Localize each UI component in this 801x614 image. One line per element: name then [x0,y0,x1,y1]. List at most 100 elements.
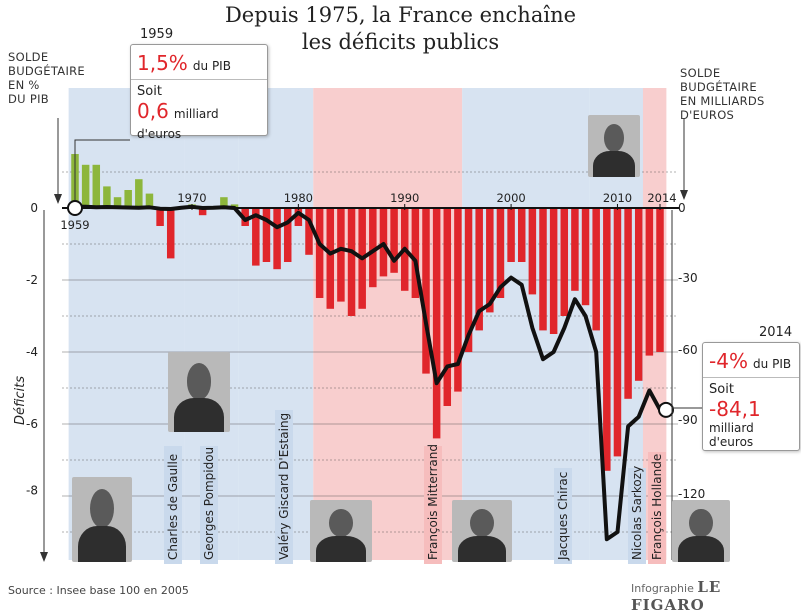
bar-1995 [454,208,462,392]
callout-2014-year: 2014 [759,325,793,340]
bar-1980 [294,208,303,226]
president-name: Nicolas Sarkozy [630,465,644,560]
bar-1983 [326,208,335,309]
bar-2004 [549,208,558,334]
bar-1973 [220,197,228,208]
start-marker [67,200,83,216]
pct-bars [71,154,664,471]
sarkozy-photo [588,115,640,177]
y-left-tick: 0 [30,201,38,215]
callout-1959-leader [74,139,130,200]
y-left-tick: -6 [26,417,38,431]
credit: Infographie LE FIGARO [631,578,801,614]
x-tick-1970: 1970 [177,191,206,205]
y-right-tick: -30 [678,271,698,285]
bar-1966 [145,193,154,208]
bar-2012 [634,208,643,381]
bar-2011 [624,208,632,399]
callout-2014-amount-unit: milliard d'euros [709,421,754,449]
bar-2010 [613,208,622,457]
bar-1961 [92,164,101,208]
bar-1971 [198,208,207,216]
president-name: Georges Pompidou [202,446,216,560]
callout-1959-amount: 0,6 [137,99,169,123]
x-tick-1990: 1990 [390,191,419,205]
bar-2013 [645,208,654,356]
president-label-1: Georges Pompidou [200,446,218,564]
bar-2007 [581,208,590,306]
president-label-6: François Hollande [648,452,666,564]
bar-1998 [486,208,494,313]
bar-1991 [411,208,420,298]
y-right-tick: -120 [678,487,705,501]
president-name: François Hollande [650,453,664,560]
callout-2014-soit: Soit [709,382,734,397]
y-left-tick: -8 [26,484,38,498]
end-marker [658,401,674,418]
billions-line [74,204,662,542]
callout-1959: 1,5% du PIB Soit 0,6 milliard d'euros [130,44,268,141]
bar-2014 [656,208,664,352]
callout-1959-soit: Soit [137,84,162,99]
president-name: Valéry Giscard D'Estaing [277,412,291,560]
bar-1982 [315,208,324,298]
callout-2014-pct: -4% [709,349,748,373]
bar-1997 [475,208,483,331]
president-bands [68,88,667,560]
chart-title: Depuis 1975, la France enchaîne les défi… [0,2,801,56]
callout-1959-amount-unit: milliard d'euros [137,107,219,141]
bar-1994 [443,208,452,406]
x-tick-2000: 2000 [496,191,525,205]
bar-2001 [517,208,526,262]
y-right-tick: -90 [678,413,698,427]
bar-2009 [603,208,611,471]
president-name: Charles de Gaulle [166,453,180,560]
president-label-5: Nicolas Sarkozy [628,465,646,564]
bar-1965 [135,179,143,208]
right-leader-arrow [680,190,688,200]
bar-2005 [560,208,569,316]
president-label-3: François Mitterrand [424,444,442,564]
x-tick-1959: 1959 [60,218,89,232]
x-tick-2014: 2014 [647,191,676,205]
bar-1967 [156,208,164,226]
left-axis-arrow [40,552,48,562]
callout-2014-amount: -84,1 [709,397,761,421]
credit-prefix: Infographie [631,582,694,595]
left-axis-label: SOLDE BUDGÉTAIRE EN % DU PIB [8,50,85,106]
president-name: Jacques Chirac [556,471,570,560]
de-gaulle-photo [72,477,132,562]
y-left-tick: -4 [26,345,38,359]
left-leader-arrow [54,194,62,204]
source-note: Source : Insee base 100 en 2005 [8,584,189,597]
title-line-1: Depuis 1975, la France enchaîne [224,3,577,27]
callout-1959-pct: 1,5% [137,51,188,75]
bar-1996 [464,208,473,352]
bar-1989 [390,208,398,273]
chirac-photo [452,500,512,562]
bar-1979 [283,208,292,262]
title-line-2: les déficits publics [301,30,500,54]
x-tick-1980: 1980 [284,191,313,205]
bar-1992 [422,208,430,374]
president-name: François Mitterrand [426,444,440,560]
callout-2014: -4% du PIB Soit -84,1 milliard d'euros [702,342,800,451]
bar-1968 [166,208,175,259]
bar-1964 [124,190,132,208]
bar-1999 [496,208,505,298]
president-label-4: Jacques Chirac [554,468,572,564]
x-tick-2010: 2010 [603,191,632,205]
bar-2003 [539,208,547,331]
right-axis-label: SOLDE BUDGÉTAIRE EN MILLIARDS D'EUROS [680,66,765,122]
bar-1981 [305,208,313,255]
bar-2000 [507,208,515,262]
y-left-tick: -2 [26,273,38,287]
pompidou-photo [168,352,230,432]
y-right-tick: -60 [678,343,698,357]
callout-2014-pct-unit: du PIB [753,357,792,371]
mitterrand-photo [310,500,372,562]
bar-1960 [81,164,90,208]
band-6 [642,88,667,560]
bar-1963 [113,197,122,208]
